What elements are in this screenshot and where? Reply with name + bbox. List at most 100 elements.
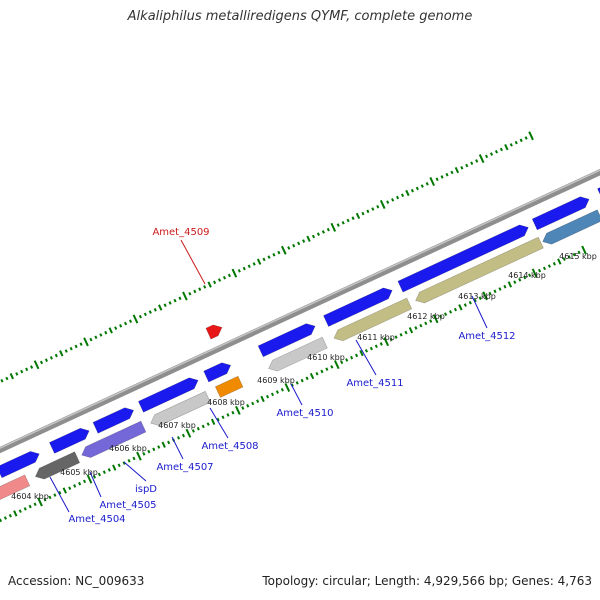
inner-tick	[355, 353, 359, 358]
outer-tick	[400, 193, 405, 198]
connector-amet-4509	[180, 239, 206, 285]
outer-tick	[386, 200, 390, 204]
outer-tick	[0, 378, 4, 383]
inner-tick	[0, 518, 3, 523]
outer-tick	[306, 235, 311, 242]
outer-tick	[108, 327, 113, 334]
outer-tick	[163, 303, 167, 307]
outer-tick	[415, 186, 419, 191]
outer-tick	[297, 241, 301, 246]
outer-tick	[460, 166, 464, 170]
inner-tick	[577, 250, 581, 255]
outer-tick	[302, 239, 306, 243]
outer-tick	[207, 281, 212, 288]
inner-tick	[528, 273, 532, 278]
inner-tick	[478, 296, 482, 300]
inner-tick	[92, 475, 96, 479]
forward-gene-4	[138, 377, 199, 413]
inner-tick	[542, 266, 547, 271]
inner-tick	[498, 287, 502, 291]
inner-tick	[122, 461, 126, 465]
inner-tick	[86, 474, 93, 484]
forward-gene-9	[531, 196, 590, 231]
outer-tick	[178, 296, 182, 301]
inner-tick	[389, 337, 393, 342]
outer-tick	[30, 365, 34, 369]
outer-tick	[489, 152, 494, 156]
outer-tick	[119, 324, 123, 328]
outer-tick	[478, 154, 485, 164]
outer-tick	[287, 246, 291, 250]
label-connectors	[49, 239, 488, 513]
outer-tick	[341, 220, 345, 225]
inner-tick	[147, 449, 151, 454]
inner-tick	[18, 509, 22, 513]
forward-gene-10	[597, 187, 600, 195]
connector-amet-4507	[171, 436, 184, 460]
outer-tick	[54, 353, 58, 358]
scale-label-4615: 4615 kbp	[559, 252, 597, 261]
inner-tick	[513, 280, 517, 284]
backbone-highlight	[0, 169, 600, 449]
inner-tick	[345, 358, 349, 362]
outer-tick	[198, 287, 202, 291]
outer-tick	[94, 335, 98, 340]
inner-tick	[399, 333, 403, 337]
gene-label-amet-4508: Amet_4508	[201, 441, 258, 452]
inner-tick	[23, 507, 27, 511]
inner-tick	[191, 429, 195, 433]
outer-tick	[39, 360, 44, 365]
outer-tick	[465, 163, 469, 168]
outer-tick-marks	[0, 131, 534, 383]
inner-tick	[206, 422, 210, 426]
outer-tick	[509, 143, 513, 147]
reverse-gene-gray-2	[268, 336, 328, 372]
inner-tick	[216, 417, 220, 422]
outer-tick	[59, 350, 64, 357]
reverse-gene-gray-1	[150, 390, 211, 427]
outer-tick	[321, 230, 325, 234]
inner-tick	[201, 424, 205, 429]
inner-tick	[523, 275, 527, 280]
inner-tick	[132, 456, 136, 461]
outer-tick	[262, 257, 266, 262]
outer-tick	[5, 376, 9, 381]
inner-tick	[152, 447, 156, 452]
outer-tick	[396, 195, 400, 200]
scale-label-4609: 4609 kbp	[257, 376, 295, 385]
outer-tick	[326, 227, 330, 232]
scale-label-4606: 4606 kbp	[109, 444, 147, 453]
reverse-gene-purple	[81, 420, 147, 458]
reverse-gene-dark-1	[34, 451, 81, 480]
scale-label-4610: 4610 kbp	[307, 353, 345, 362]
inner-tick	[394, 335, 398, 339]
outer-tick	[33, 360, 40, 370]
inner-tick	[518, 278, 522, 282]
inner-tick	[364, 349, 368, 353]
outer-tick	[168, 301, 172, 305]
inner-tick	[157, 445, 161, 449]
inner-tick	[325, 367, 329, 371]
outer-tick	[182, 291, 188, 301]
inner-tick-marks	[0, 245, 587, 523]
inner-tick	[78, 481, 82, 486]
inner-tick	[503, 284, 507, 289]
inner-tick	[48, 495, 52, 500]
inner-tick	[210, 418, 216, 425]
gene-label-amet-4512: Amet_4512	[458, 331, 515, 342]
inner-tick	[270, 392, 275, 397]
inner-tick	[265, 394, 270, 399]
inner-tick	[432, 314, 439, 324]
inner-tick	[161, 441, 166, 448]
outer-tick	[519, 138, 523, 143]
inner-tick	[581, 245, 587, 255]
inner-tick	[241, 406, 245, 410]
outer-tick	[188, 291, 192, 296]
inner-tick	[374, 344, 378, 349]
inner-tick	[185, 428, 192, 438]
outer-tick	[445, 172, 449, 177]
inner-tick	[295, 381, 299, 385]
red-gene	[205, 324, 223, 340]
forward-gene-3	[92, 407, 135, 434]
